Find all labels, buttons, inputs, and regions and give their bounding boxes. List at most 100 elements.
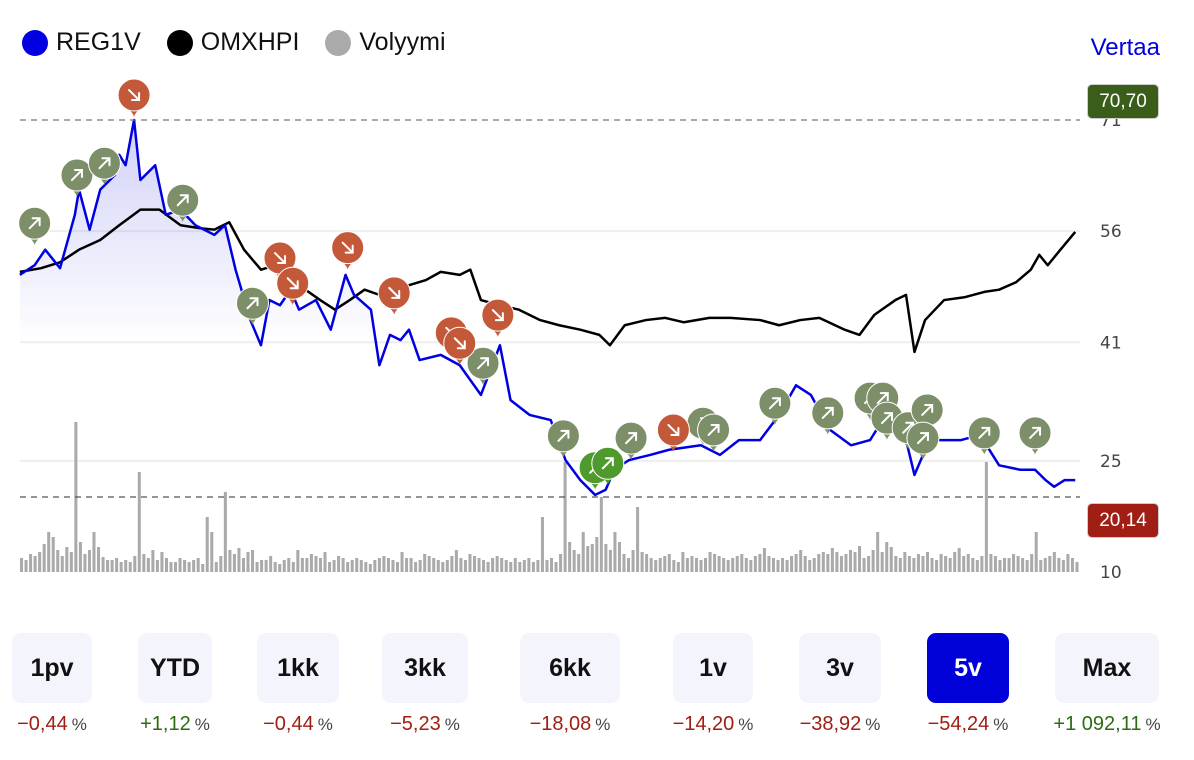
volume-bar bbox=[1048, 556, 1052, 572]
volume-bar bbox=[33, 556, 37, 572]
arrow-up-right-icon bbox=[880, 412, 893, 425]
buy-marker[interactable] bbox=[466, 346, 500, 386]
volume-bar bbox=[518, 562, 522, 572]
volume-bar bbox=[260, 560, 264, 572]
buy-marker[interactable] bbox=[235, 286, 269, 326]
volume-bar bbox=[395, 562, 400, 572]
buy-marker[interactable] bbox=[591, 446, 625, 486]
volume-bar bbox=[155, 560, 159, 572]
volume-bar bbox=[667, 554, 671, 572]
buy-marker[interactable] bbox=[166, 183, 200, 223]
period-button[interactable]: YTD bbox=[138, 633, 212, 703]
arrow-up-right-icon bbox=[557, 429, 570, 442]
volume-bar bbox=[87, 550, 91, 572]
buy-marker[interactable] bbox=[18, 206, 52, 246]
volume-bar bbox=[699, 560, 703, 572]
period-button[interactable]: Max bbox=[1055, 633, 1159, 703]
sell-marker[interactable] bbox=[276, 266, 310, 306]
volume-bar bbox=[781, 558, 785, 572]
legend-label: Volyymi bbox=[359, 28, 446, 56]
change-value: −5,23 bbox=[390, 713, 441, 735]
buy-marker[interactable] bbox=[697, 413, 731, 452]
period-button[interactable]: 1kk bbox=[257, 633, 339, 703]
volume-bar bbox=[622, 554, 626, 572]
arrow-down-right-icon bbox=[273, 252, 286, 265]
volume-bar bbox=[930, 558, 934, 572]
period-button[interactable]: 1pv bbox=[12, 633, 92, 703]
buy-marker[interactable] bbox=[910, 393, 944, 432]
volume-bar bbox=[962, 556, 966, 572]
volume-bar bbox=[916, 554, 920, 572]
legend-label: OMXHPI bbox=[200, 28, 300, 56]
volume-bar bbox=[1075, 562, 1079, 572]
volume-bar bbox=[522, 560, 526, 572]
sell-marker[interactable] bbox=[377, 276, 411, 315]
change-value: −18,08 bbox=[529, 713, 592, 735]
volume-bar bbox=[975, 560, 979, 572]
volume-bar bbox=[495, 556, 499, 572]
sell-marker[interactable] bbox=[117, 78, 151, 118]
trade-markers[interactable] bbox=[18, 78, 1052, 490]
volume-bar bbox=[1021, 558, 1025, 572]
price-chart[interactable]: 71564125101.1.20221.1.20231.1.20241.1.20… bbox=[0, 0, 1194, 600]
volume-bar bbox=[47, 532, 51, 572]
volume-bar bbox=[83, 554, 87, 572]
volume-bar bbox=[925, 552, 930, 572]
buy-marker[interactable] bbox=[1018, 416, 1052, 455]
sell-marker[interactable] bbox=[656, 413, 690, 452]
sell-marker[interactable] bbox=[443, 326, 477, 366]
percent-sign: % bbox=[738, 715, 754, 734]
volume-bar bbox=[599, 497, 603, 572]
volume-bar bbox=[776, 560, 780, 572]
percent-sign: % bbox=[71, 715, 87, 734]
volume-bar bbox=[115, 558, 119, 572]
volume-bar bbox=[758, 554, 762, 572]
legend-item-reg1v[interactable]: REG1V bbox=[22, 28, 141, 57]
volume-bar bbox=[232, 554, 236, 572]
volume-bar bbox=[740, 554, 744, 572]
buy-marker[interactable] bbox=[60, 158, 94, 198]
arrow-down-right-icon bbox=[128, 89, 141, 102]
volume-bar bbox=[957, 548, 961, 572]
volume-bar bbox=[246, 552, 250, 572]
buy-marker[interactable] bbox=[614, 421, 648, 461]
volume-bar bbox=[821, 552, 825, 572]
buy-marker[interactable] bbox=[87, 146, 121, 186]
legend-item-volume[interactable]: Volyymi bbox=[325, 28, 446, 57]
period-button[interactable]: 3v bbox=[799, 633, 881, 703]
volume-bar bbox=[409, 558, 413, 572]
volume-bar bbox=[713, 554, 717, 572]
legend-item-omxhpi[interactable]: OMXHPI bbox=[166, 28, 300, 57]
volume-bar bbox=[20, 558, 24, 572]
period-change: −0,44% bbox=[0, 713, 117, 736]
volume-bar bbox=[454, 550, 458, 572]
buy-marker[interactable] bbox=[546, 419, 580, 458]
period-button[interactable]: 6kk bbox=[520, 633, 620, 703]
percent-sign: % bbox=[444, 715, 460, 734]
period-button[interactable]: 1v bbox=[673, 633, 753, 703]
period-change: −5,23% bbox=[360, 713, 490, 736]
volume-bar bbox=[1002, 558, 1007, 572]
compare-button[interactable]: Vertaa bbox=[1090, 34, 1160, 61]
volume-bar bbox=[984, 462, 988, 572]
arrow-down-right-icon bbox=[453, 337, 466, 350]
period-button[interactable]: 3kk bbox=[382, 633, 468, 703]
sell-marker[interactable] bbox=[481, 298, 515, 338]
volume-bar bbox=[935, 560, 939, 572]
period-button[interactable]: 5v bbox=[927, 633, 1009, 703]
volume-bar bbox=[735, 556, 739, 572]
volume-bar bbox=[581, 532, 585, 572]
sell-marker[interactable] bbox=[331, 231, 365, 270]
buy-marker[interactable] bbox=[811, 396, 845, 435]
volume-bar bbox=[826, 554, 830, 572]
buy-marker[interactable] bbox=[967, 416, 1001, 455]
volume-bar bbox=[255, 562, 259, 572]
buy-marker[interactable] bbox=[758, 386, 792, 426]
volume-bar bbox=[912, 558, 916, 572]
series-dot-icon bbox=[166, 29, 193, 56]
volume-bar bbox=[590, 544, 594, 572]
omxhpi-line bbox=[19, 208, 1077, 354]
volume-bar bbox=[658, 558, 662, 572]
buy-marker[interactable] bbox=[906, 421, 940, 461]
volume-bar bbox=[432, 558, 436, 572]
